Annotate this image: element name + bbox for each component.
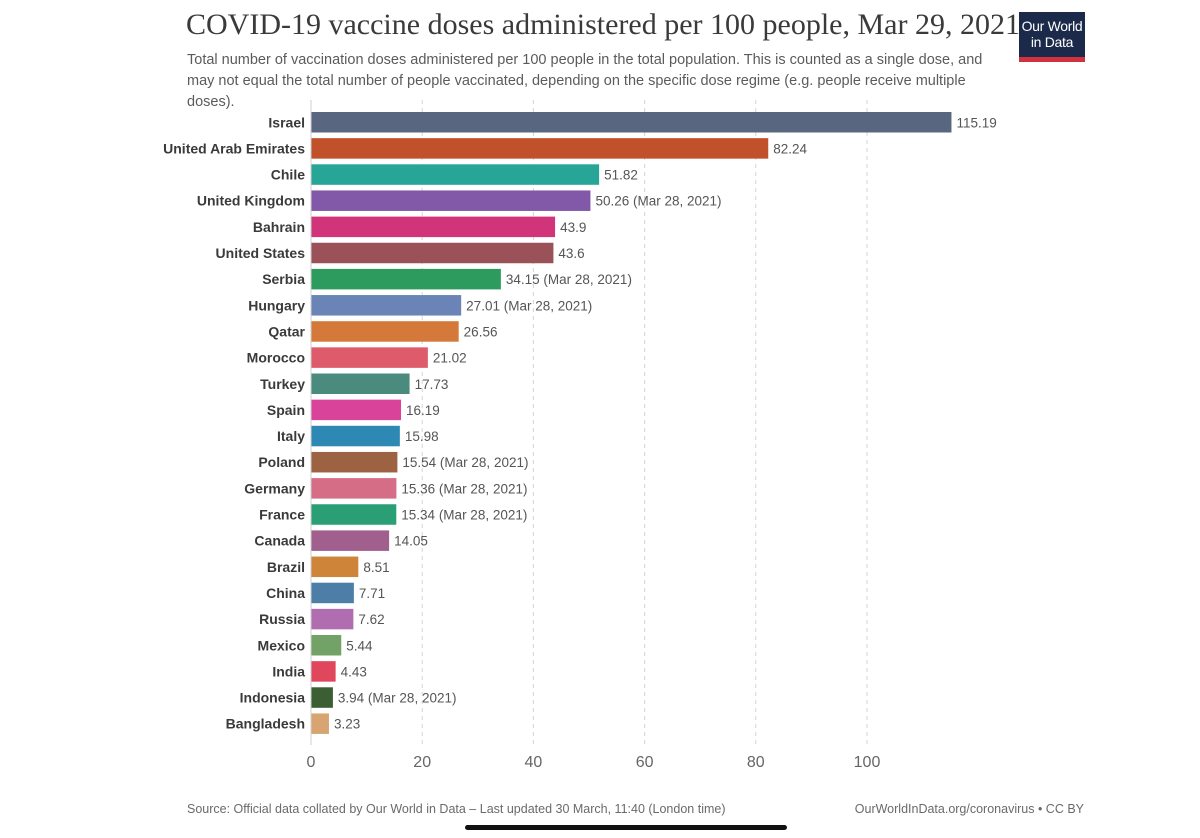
category-label: Italy <box>277 428 305 444</box>
bar-qatar[interactable] <box>311 321 459 342</box>
value-label: 50.26 (Mar 28, 2021) <box>595 194 721 209</box>
logo-line-1: Our World <box>1021 18 1083 34</box>
bar-chile[interactable] <box>311 164 600 185</box>
bar-india[interactable] <box>311 661 336 682</box>
value-label: 51.82 <box>604 168 638 183</box>
chart-title: COVID-19 vaccine doses administered per … <box>186 8 1020 41</box>
value-label: 16.19 <box>406 403 440 418</box>
bar-morocco[interactable] <box>311 347 428 368</box>
x-tick-label: 60 <box>636 754 654 771</box>
bar-chart: Israel 115.19 United Arab Emirates 82.24 Chi… <box>163 100 997 771</box>
x-tick-label: 40 <box>525 754 543 771</box>
category-label: Mexico <box>258 637 305 653</box>
value-label: 82.24 <box>773 141 807 156</box>
value-label: 21.02 <box>433 351 467 366</box>
value-label: 7.62 <box>358 612 384 627</box>
bars: Israel 115.19 United Arab Emirates 82.24 Chi… <box>163 112 997 734</box>
category-label: Bangladesh <box>226 716 305 732</box>
bar-indonesia[interactable] <box>311 687 333 708</box>
value-label: 115.19 <box>956 115 996 130</box>
chart-subtitle: Total number of vaccination doses admini… <box>187 52 983 110</box>
category-label: France <box>259 507 305 523</box>
value-label: 5.44 <box>346 638 373 653</box>
bar-serbia[interactable] <box>311 268 501 290</box>
value-label: 15.34 (Mar 28, 2021) <box>401 508 527 523</box>
bar-italy[interactable] <box>311 425 400 447</box>
bar-brazil[interactable] <box>311 556 359 578</box>
category-label: Canada <box>254 533 305 549</box>
bar-mexico[interactable] <box>311 635 342 656</box>
category-label: Germany <box>244 480 305 496</box>
category-label: Turkey <box>260 376 305 392</box>
value-label: 3.94 (Mar 28, 2021) <box>338 691 457 706</box>
owid-logo[interactable]: Our World in Data <box>1019 12 1085 62</box>
category-label: United Arab Emirates <box>163 140 305 156</box>
bar-russia[interactable] <box>311 608 354 630</box>
category-label: Spain <box>267 402 305 418</box>
category-label: Indonesia <box>240 690 306 706</box>
category-label: Poland <box>258 454 305 470</box>
value-label: 17.73 <box>415 377 449 392</box>
bar-turkey[interactable] <box>311 373 410 395</box>
category-label: Hungary <box>248 297 305 313</box>
value-label: 43.9 <box>560 220 586 235</box>
credit-link[interactable]: OurWorldInData.org/coronavirus • CC BY <box>854 802 1084 816</box>
bar-canada[interactable] <box>311 530 390 551</box>
value-label: 15.98 <box>405 429 439 444</box>
category-label: Israel <box>268 114 305 130</box>
value-label: 3.23 <box>334 717 360 732</box>
bar-united-arab-emirates[interactable] <box>311 138 769 159</box>
bar-germany[interactable] <box>311 478 397 499</box>
x-tick-label: 100 <box>854 754 881 771</box>
logo-line-2: in Data <box>1030 34 1074 50</box>
category-label: Brazil <box>267 559 305 575</box>
bar-united-states[interactable] <box>311 242 554 264</box>
x-tick-label: 20 <box>413 754 431 771</box>
category-label: India <box>272 663 305 679</box>
bar-spain[interactable] <box>311 399 402 421</box>
category-label: Chile <box>271 167 305 183</box>
value-label: 26.56 <box>464 324 498 339</box>
x-tick-label: 80 <box>747 754 765 771</box>
value-label: 34.15 (Mar 28, 2021) <box>506 272 632 287</box>
x-axis: 0 20 40 60 80 100 <box>307 100 881 771</box>
home-indicator <box>465 825 787 830</box>
category-label: Qatar <box>268 323 305 339</box>
bar-bahrain[interactable] <box>311 216 556 238</box>
value-label: 15.54 (Mar 28, 2021) <box>402 455 528 470</box>
bar-poland[interactable] <box>311 451 398 473</box>
category-label: Russia <box>259 611 305 627</box>
bar-china[interactable] <box>311 582 354 604</box>
source-note: Source: Official data collated by Our Wo… <box>187 802 726 816</box>
bar-united-kingdom[interactable] <box>311 190 591 211</box>
category-label: Serbia <box>262 271 305 287</box>
value-label: 8.51 <box>363 560 389 575</box>
category-label: China <box>266 585 305 601</box>
category-label: United States <box>216 245 306 261</box>
bar-bangladesh[interactable] <box>311 713 329 734</box>
bar-hungary[interactable] <box>311 295 462 316</box>
value-label: 43.6 <box>558 246 584 261</box>
x-tick-label: 0 <box>307 754 316 771</box>
category-label: Bahrain <box>253 219 305 235</box>
bar-france[interactable] <box>311 504 397 525</box>
value-label: 27.01 (Mar 28, 2021) <box>466 298 592 313</box>
value-label: 14.05 <box>394 534 428 549</box>
category-label: Morocco <box>247 350 305 366</box>
value-label: 4.43 <box>341 664 367 679</box>
bar-israel[interactable] <box>311 112 952 133</box>
value-label: 15.36 (Mar 28, 2021) <box>401 481 527 496</box>
category-label: United Kingdom <box>197 193 305 209</box>
value-label: 7.71 <box>359 586 385 601</box>
